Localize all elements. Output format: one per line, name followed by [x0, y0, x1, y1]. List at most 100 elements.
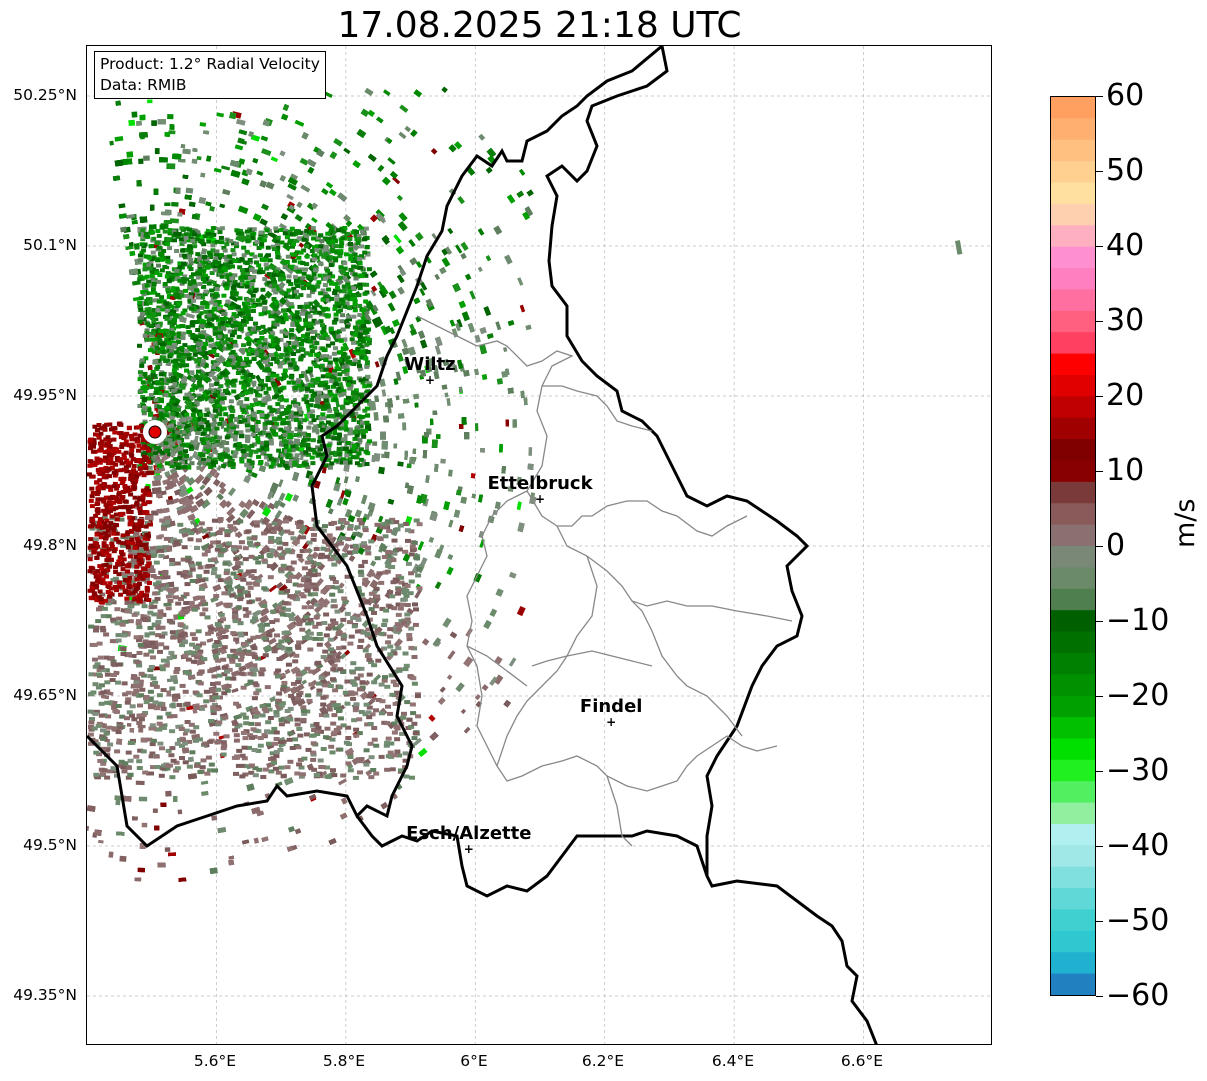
- echo-pixel: [339, 404, 346, 411]
- echo-pixel: [389, 327, 396, 335]
- echo-pixel: [135, 780, 145, 786]
- echo-pixel: [286, 193, 294, 201]
- echo-pixel: [129, 250, 136, 257]
- echo-pixel: [446, 398, 451, 406]
- echo-pixel: [232, 435, 238, 442]
- echo-pixel: [343, 214, 351, 223]
- echo-pixel: [284, 668, 291, 675]
- echo-pixel: [164, 847, 171, 852]
- echo-pixel: [419, 288, 426, 297]
- echo-pixel: [211, 375, 221, 384]
- echo-pixel: [177, 809, 183, 815]
- echo-pixel: [182, 731, 188, 736]
- echo-pixel: [217, 354, 227, 364]
- echo-pixel: [507, 320, 515, 327]
- echo-pixel: [258, 549, 266, 556]
- echo-pixel: [334, 650, 342, 658]
- echo-pixel: [277, 479, 284, 488]
- echo-pixel: [216, 112, 225, 118]
- echo-pixel: [173, 614, 179, 621]
- echo-pixel: [339, 490, 346, 500]
- echo-pixel: [147, 99, 153, 104]
- echo-pixel: [457, 486, 463, 492]
- echo-pixel: [381, 453, 386, 459]
- echo-pixel: [474, 423, 479, 432]
- echo-pixel: [208, 368, 217, 376]
- echo-pixel: [189, 519, 196, 525]
- echo-pixel: [219, 203, 226, 209]
- echo-pixel: [185, 312, 195, 319]
- echo-pixel: [398, 212, 408, 222]
- echo-pixel: [444, 392, 449, 398]
- echo-pixel: [231, 687, 239, 694]
- echo-pixel: [270, 156, 279, 163]
- echo-pixel: [381, 176, 391, 186]
- echo-pixel: [406, 607, 414, 615]
- echo-pixel: [87, 825, 90, 832]
- echo-pixel: [341, 543, 351, 554]
- echo-pixel: [234, 144, 244, 151]
- echo-pixel: [370, 289, 377, 297]
- echo-pixel: [377, 515, 384, 523]
- echo-pixel: [477, 266, 483, 273]
- echo-pixel: [199, 464, 207, 473]
- echo-pixel: [489, 608, 498, 618]
- echo-pixel: [148, 291, 158, 295]
- echo-pixel: [108, 851, 114, 858]
- echo-pixel: [218, 735, 225, 740]
- echo-pixel: [151, 479, 161, 487]
- echo-pixel: [264, 273, 271, 280]
- echo-pixel: [246, 509, 256, 520]
- echo-pixel: [409, 323, 416, 332]
- echo-pixel: [216, 345, 225, 353]
- echo-pixel: [167, 113, 174, 120]
- echo-pixel: [382, 89, 391, 96]
- echo-pixel: [234, 583, 241, 590]
- echo-pixel: [230, 670, 240, 678]
- echo-pixel: [528, 447, 533, 456]
- echo-pixel: [383, 451, 390, 459]
- echo-pixel: [333, 481, 342, 492]
- echo-pixel: [225, 513, 236, 524]
- echo-pixel: [278, 223, 288, 231]
- echo-pixel: [340, 797, 348, 805]
- echo-pixel: [351, 756, 361, 766]
- echo-pixel: [224, 500, 232, 508]
- echo-pixel: [215, 386, 223, 394]
- echo-pixel: [259, 614, 270, 624]
- echo-pixel: [280, 113, 289, 121]
- echo-pixel: [318, 304, 327, 314]
- echo-pixel: [461, 311, 470, 322]
- radar-map[interactable]: + Wiltz + Ettelbruck + Findel + Esch/Alzette: [86, 45, 992, 1045]
- echo-pixel: [222, 188, 231, 196]
- echo-pixel: [182, 148, 191, 155]
- echo-pixel: [316, 562, 326, 571]
- echo-pixel: [277, 528, 287, 537]
- echo-pixel: [446, 674, 453, 680]
- echo-pixel: [387, 157, 396, 165]
- echo-pixel: [413, 737, 422, 746]
- echo-pixel: [138, 796, 148, 802]
- echo-pixel: [447, 227, 454, 235]
- echo-pixel: [144, 632, 150, 638]
- echo-pixel: [456, 319, 463, 328]
- echo-pixel: [404, 357, 411, 367]
- echo-pixel: [131, 111, 138, 118]
- echo-pixel: [517, 277, 524, 286]
- echo-pixel: [209, 205, 216, 212]
- echo-pixel: [408, 239, 416, 248]
- echo-pixel: [485, 166, 493, 174]
- echo-pixel: [216, 464, 222, 471]
- echo-pixel: [374, 361, 380, 368]
- echo-pixel: [439, 686, 446, 693]
- echo-pixel: [428, 714, 436, 722]
- echo-pixel: [455, 244, 463, 254]
- echo-pixel: [118, 203, 126, 209]
- echo-pixel: [460, 241, 469, 251]
- echo-pixel: [274, 509, 283, 520]
- echo-pixel: [367, 109, 376, 117]
- echo-pixel: [213, 357, 223, 366]
- echo-pixel: [311, 217, 318, 224]
- echo-pixel: [196, 155, 202, 161]
- echo-pixel: [371, 693, 378, 700]
